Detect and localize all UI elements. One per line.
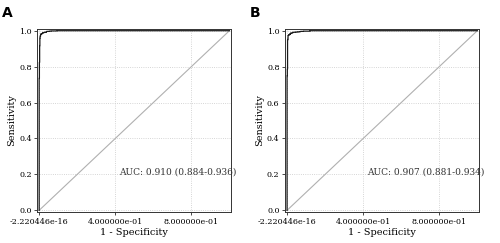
Y-axis label: Sensitivity: Sensitivity <box>8 95 16 147</box>
Y-axis label: Sensitivity: Sensitivity <box>255 95 264 147</box>
X-axis label: 1 - Specificity: 1 - Specificity <box>348 228 416 237</box>
Text: AUC: 0.907 (0.881-0.934): AUC: 0.907 (0.881-0.934) <box>366 167 484 176</box>
X-axis label: 1 - Specificity: 1 - Specificity <box>100 228 168 237</box>
Text: B: B <box>250 6 261 20</box>
Text: A: A <box>2 6 13 20</box>
Text: AUC: 0.910 (0.884-0.936): AUC: 0.910 (0.884-0.936) <box>119 167 236 176</box>
